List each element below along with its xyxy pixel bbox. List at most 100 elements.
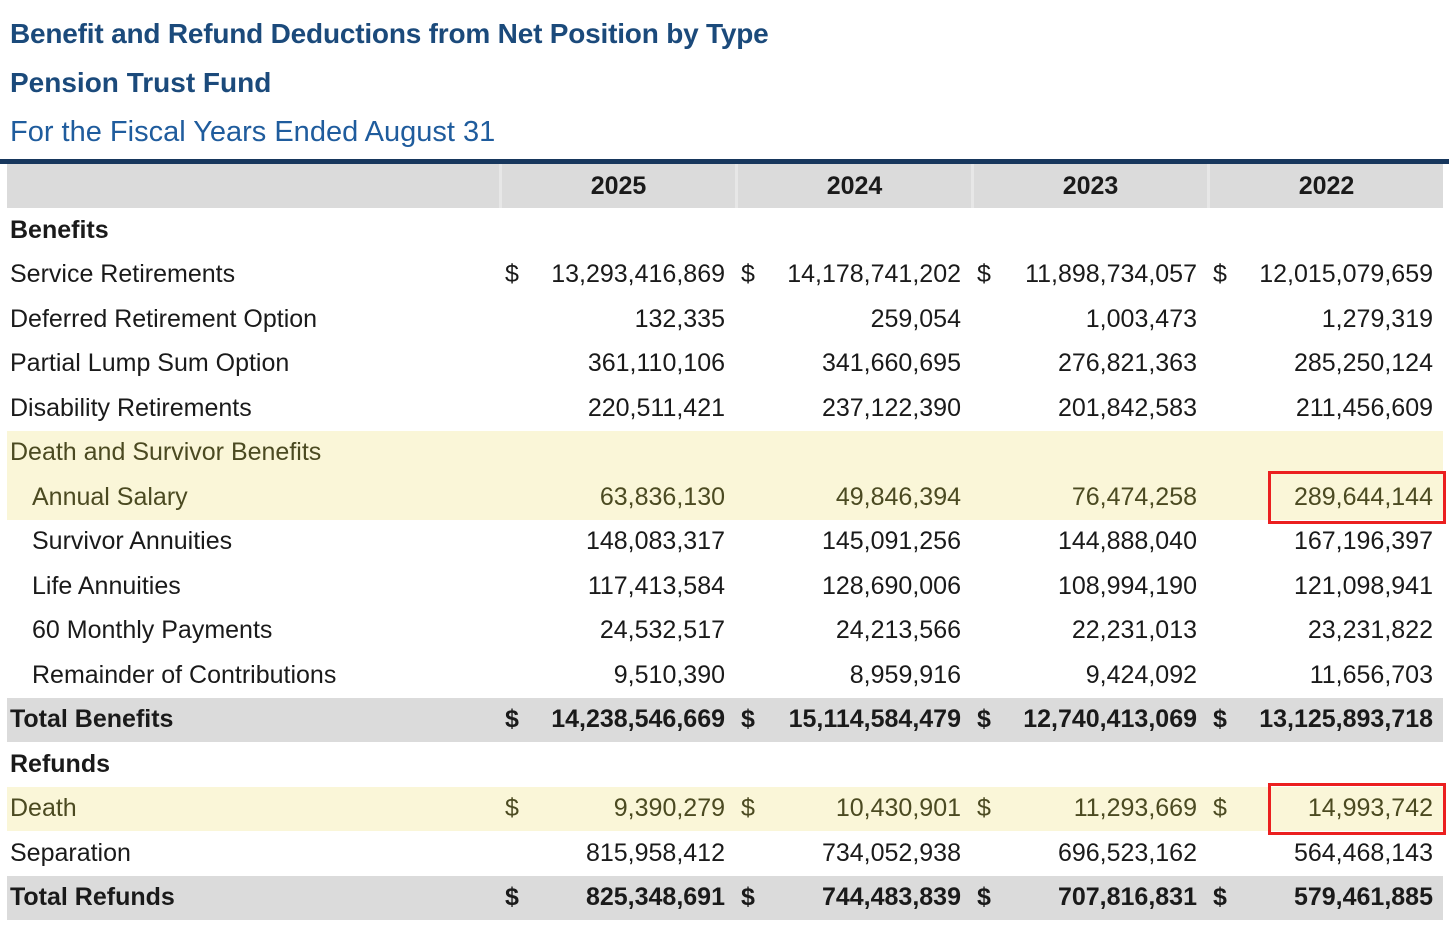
- amount-text: 144,888,040: [1057, 527, 1197, 556]
- year-header-2025: 2025: [499, 164, 735, 208]
- dollar-sign: $: [741, 794, 755, 823]
- total-refunds-value-2022: $579,461,885: [1207, 876, 1443, 921]
- amount-text: 14,238,546,669: [551, 705, 725, 734]
- partial-lump-sum-option-value-2024: 341,660,695: [735, 342, 971, 387]
- amount-text: 24,532,517: [599, 616, 725, 645]
- table-row-60-monthly-payments: 60 Monthly Payments 24,532,517 24,213,566 2…: [7, 609, 1443, 654]
- amount-text: 14,178,741,202: [787, 260, 961, 289]
- table-row-life-annuities: Life Annuities 117,413,584 128,690,006 108,…: [7, 564, 1443, 609]
- 60-monthly-payments-value-2024: 24,213,566: [735, 609, 971, 654]
- death-value-2024: $10,430,901: [735, 787, 971, 832]
- dollar-sign: $: [977, 883, 991, 912]
- service-retirements-value-2025: $13,293,416,869: [499, 253, 735, 298]
- disability-retirements-value-2022: 211,456,609: [1207, 386, 1443, 431]
- amount-text: 276,821,363: [1057, 349, 1197, 378]
- table-row-death: Death $9,390,279 $10,430,901 $11,293,669 $14…: [7, 782, 1446, 835]
- service-retirements-value-2023: $11,898,734,057: [971, 253, 1207, 298]
- amount-text: 22,231,013: [1071, 616, 1197, 645]
- amount-text: 132,335: [634, 304, 725, 333]
- row-label-total-benefits: Total Benefits: [10, 705, 174, 734]
- annual-salary-value-2023: 76,474,258: [971, 475, 1207, 520]
- table-row-refunds: Refunds: [7, 742, 1443, 787]
- service-retirements-value-2024: $14,178,741,202: [735, 253, 971, 298]
- total-refunds-value-2023: $707,816,831: [971, 876, 1207, 921]
- table-row-annual-salary: Annual Salary 63,836,130 49,846,394 76,474,…: [7, 471, 1446, 524]
- table-row-benefits: Benefits: [7, 208, 1443, 253]
- amount-text: 12,740,413,069: [1023, 705, 1197, 734]
- deductions-table: 2025 2024 2023 2022 Benefits Service Retirem…: [0, 164, 1446, 921]
- amount-text: 361,110,106: [587, 349, 725, 378]
- amount-text: 76,474,258: [1071, 482, 1197, 511]
- row-label-remainder-of-contributions: Remainder of Contributions: [32, 660, 337, 689]
- row-label-survivor-annuities: Survivor Annuities: [32, 527, 233, 556]
- year-header-2023: 2023: [971, 164, 1207, 208]
- 60-monthly-payments-value-2023: 22,231,013: [971, 609, 1207, 654]
- annual-salary-value-2022: 289,644,144: [1207, 471, 1446, 524]
- dollar-sign: $: [505, 260, 519, 289]
- amount-text: 1,003,473: [1085, 304, 1197, 333]
- deferred-retirement-option-value-2024: 259,054: [735, 297, 971, 342]
- dollar-sign: $: [505, 794, 519, 823]
- life-annuities-value-2025: 117,413,584: [499, 564, 735, 609]
- total-benefits-value-2023: $12,740,413,069: [971, 698, 1207, 743]
- dollar-sign: $: [977, 260, 991, 289]
- dollar-sign: $: [977, 705, 991, 734]
- dollar-sign: $: [505, 883, 519, 912]
- amount-text: 201,842,583: [1057, 393, 1197, 422]
- dollar-sign: $: [741, 883, 755, 912]
- survivor-annuities-value-2022: 167,196,397: [1207, 520, 1443, 565]
- remainder-of-contributions-value-2025: 9,510,390: [499, 653, 735, 698]
- amount-text: 579,461,885: [1293, 883, 1433, 912]
- table-row-partial-lump-sum-option: Partial Lump Sum Option 361,110,106 341,66…: [7, 342, 1443, 387]
- header-label-spacer: [7, 164, 499, 208]
- amount-text: 289,644,144: [1293, 482, 1433, 511]
- row-label-deferred-retirement-option: Deferred Retirement Option: [10, 304, 318, 333]
- row-label-separation: Separation: [10, 838, 131, 867]
- year-header-2024: 2024: [735, 164, 971, 208]
- remainder-of-contributions-value-2022: 11,656,703: [1207, 653, 1443, 698]
- amount-text: 564,468,143: [1293, 838, 1433, 867]
- 60-monthly-payments-value-2022: 23,231,822: [1207, 609, 1443, 654]
- death-value-2022: $14,993,742: [1207, 782, 1446, 835]
- table-row-disability-retirements: Disability Retirements 220,511,421 237,122…: [7, 386, 1443, 431]
- amount-text: 707,816,831: [1057, 883, 1197, 912]
- row-label-annual-salary: Annual Salary: [32, 482, 188, 511]
- dollar-sign: $: [505, 705, 519, 734]
- report-title: Benefit and Refund Deductions from Net P…: [10, 18, 769, 49]
- partial-lump-sum-option-value-2023: 276,821,363: [971, 342, 1207, 387]
- amount-text: 63,836,130: [599, 482, 725, 511]
- amount-text: 128,690,006: [821, 571, 961, 600]
- annual-salary-value-2025: 63,836,130: [499, 475, 735, 520]
- table-row-total-refunds: Total Refunds $825,348,691 $744,483,839 $70…: [7, 875, 1443, 921]
- total-benefits-value-2025: $14,238,546,669: [499, 698, 735, 743]
- table-row-service-retirements: Service Retirements $13,293,416,869 $14,17…: [7, 253, 1443, 298]
- death-value-2025: $9,390,279: [499, 787, 735, 832]
- separation-value-2025: 815,958,412: [499, 831, 735, 876]
- amount-text: 9,390,279: [613, 794, 725, 823]
- row-label-60-monthly-payments: 60 Monthly Payments: [32, 616, 273, 645]
- title-underline-rule: [0, 159, 1449, 164]
- total-benefits-value-2022: $13,125,893,718: [1207, 698, 1443, 743]
- total-refunds-value-2025: $825,348,691: [499, 876, 735, 921]
- amount-text: 9,510,390: [613, 660, 725, 689]
- table-row-deferred-retirement-option: Deferred Retirement Option 132,335 259,054…: [7, 297, 1443, 342]
- table-body: Benefits Service Retirements $13,293,416,8…: [7, 208, 1446, 921]
- survivor-annuities-value-2024: 145,091,256: [735, 520, 971, 565]
- separation-value-2022: 564,468,143: [1207, 831, 1443, 876]
- row-label-disability-retirements: Disability Retirements: [10, 393, 252, 422]
- total-benefits-value-2024: $15,114,584,479: [735, 698, 971, 743]
- amount-text: 13,125,893,718: [1259, 705, 1433, 734]
- table-row-total-benefits: Total Benefits $14,238,546,669 $15,114,584…: [7, 697, 1443, 743]
- table-row-death-and-survivor-benefits: Death and Survivor Benefits: [7, 430, 1443, 475]
- deferred-retirement-option-value-2023: 1,003,473: [971, 297, 1207, 342]
- amount-text: 815,958,412: [585, 838, 725, 867]
- partial-lump-sum-option-value-2022: 285,250,124: [1207, 342, 1443, 387]
- disability-retirements-value-2025: 220,511,421: [499, 386, 735, 431]
- amount-text: 237,122,390: [821, 393, 961, 422]
- amount-text: 23,231,822: [1307, 616, 1433, 645]
- amount-text: 211,456,609: [1295, 393, 1433, 422]
- separation-value-2024: 734,052,938: [735, 831, 971, 876]
- remainder-of-contributions-value-2024: 8,959,916: [735, 653, 971, 698]
- amount-text: 825,348,691: [585, 883, 725, 912]
